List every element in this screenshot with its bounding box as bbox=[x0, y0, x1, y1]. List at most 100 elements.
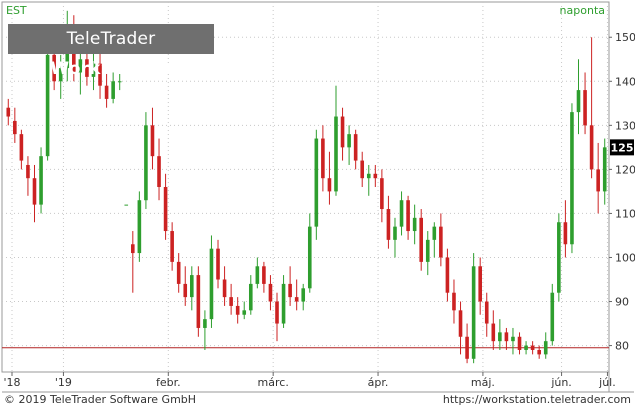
candle-body bbox=[26, 164, 30, 179]
y-tick-label: 80 bbox=[615, 340, 629, 353]
candle-body bbox=[419, 217, 424, 262]
x-tick-label: febr. bbox=[156, 376, 181, 389]
candle-body bbox=[131, 244, 135, 254]
candle-body bbox=[216, 248, 220, 280]
candle-body bbox=[327, 178, 332, 192]
candle-body bbox=[137, 200, 142, 254]
symbol-label: EST bbox=[6, 4, 27, 17]
y-tick-label: 130 bbox=[615, 119, 635, 132]
candle-body bbox=[353, 134, 358, 161]
candle-body bbox=[39, 156, 43, 205]
candle-body bbox=[498, 332, 502, 342]
candle-body bbox=[314, 138, 319, 227]
candle-body bbox=[570, 112, 574, 245]
candle-body bbox=[58, 68, 63, 82]
watermark-brand-light: TeleTrader bbox=[66, 29, 156, 49]
candle-body bbox=[203, 319, 207, 328]
y-tick-label: 120 bbox=[615, 163, 635, 176]
candle-body bbox=[373, 173, 378, 179]
candle-body bbox=[360, 160, 365, 179]
plot-area bbox=[1, 1, 610, 373]
candle-body bbox=[45, 54, 50, 157]
x-tick-label: jún. bbox=[550, 376, 572, 389]
candle-body bbox=[412, 217, 417, 232]
x-tick-label: júl. bbox=[598, 376, 616, 389]
y-tick-label: 90 bbox=[615, 296, 629, 309]
x-tick-label: márc. bbox=[258, 376, 289, 389]
x-tick-label: '19 bbox=[55, 376, 72, 389]
candle-body bbox=[471, 266, 476, 359]
candle-body bbox=[91, 63, 96, 77]
candle-body bbox=[209, 248, 214, 320]
candle-body bbox=[439, 226, 443, 258]
candle-body bbox=[262, 266, 266, 284]
candle-body bbox=[406, 200, 410, 232]
candle-body bbox=[550, 292, 555, 342]
candle-body bbox=[32, 178, 37, 205]
candle-body bbox=[537, 349, 541, 355]
candle-body bbox=[281, 283, 286, 324]
candle-body bbox=[307, 226, 312, 289]
candle-body bbox=[150, 125, 155, 157]
candle-body bbox=[543, 341, 548, 355]
candle-body bbox=[399, 200, 404, 227]
y-tick-label: 150 bbox=[615, 31, 635, 44]
candle-body bbox=[98, 63, 102, 86]
candle-body bbox=[163, 187, 168, 232]
candle-body bbox=[589, 125, 594, 170]
candle-body bbox=[366, 173, 371, 179]
candle-body bbox=[229, 297, 233, 306]
candle-body bbox=[183, 283, 188, 298]
candle-body bbox=[425, 239, 430, 262]
candle-body bbox=[301, 288, 306, 302]
copyright-text: © 2019 TeleTrader Software GmbH bbox=[4, 393, 197, 406]
x-tick-label: máj. bbox=[471, 376, 495, 389]
candle-body bbox=[576, 90, 581, 113]
candle-body bbox=[602, 147, 607, 192]
candle-body bbox=[124, 204, 129, 206]
candle-body bbox=[294, 297, 299, 302]
candle-body bbox=[222, 279, 227, 298]
candle-body bbox=[465, 336, 469, 359]
candle-body bbox=[340, 116, 345, 148]
candle-body bbox=[170, 231, 174, 262]
candle-body bbox=[511, 336, 515, 342]
candle-body bbox=[288, 283, 292, 298]
candle-body bbox=[196, 275, 201, 328]
source-url[interactable]: https://workstation.teletrader.com bbox=[442, 393, 631, 406]
candle-body bbox=[19, 134, 24, 161]
candle-body bbox=[111, 81, 115, 99]
candle-body bbox=[596, 169, 600, 192]
candle-body bbox=[13, 120, 17, 135]
candle-body bbox=[452, 292, 456, 311]
candle-body bbox=[334, 116, 338, 192]
candle-body bbox=[491, 323, 496, 342]
y-tick-label: 140 bbox=[615, 75, 635, 88]
candle-body bbox=[583, 90, 587, 126]
interval-label: naponta bbox=[560, 4, 605, 17]
candle-body bbox=[517, 336, 522, 350]
candle-body bbox=[275, 301, 279, 324]
candle-body bbox=[78, 59, 83, 73]
y-tick-label: 110 bbox=[615, 207, 635, 220]
candle-body bbox=[524, 345, 528, 350]
candle-body bbox=[321, 138, 325, 179]
candle-body bbox=[563, 222, 568, 245]
candle-body bbox=[530, 345, 535, 350]
candle-body bbox=[445, 257, 450, 293]
candle-body bbox=[557, 222, 561, 293]
candle-body bbox=[478, 266, 482, 302]
candle-body bbox=[144, 125, 148, 201]
candle-body bbox=[504, 332, 509, 342]
candle-body bbox=[248, 283, 253, 311]
candle-body bbox=[268, 283, 273, 302]
candle-body bbox=[484, 301, 489, 324]
candle-body bbox=[117, 81, 122, 83]
candle-body bbox=[386, 209, 391, 240]
candle-body bbox=[458, 310, 463, 337]
last-price-label: 125 bbox=[611, 141, 634, 154]
candle-body bbox=[176, 261, 181, 284]
x-tick-label: ápr. bbox=[368, 376, 389, 389]
last-price-box bbox=[610, 139, 634, 156]
